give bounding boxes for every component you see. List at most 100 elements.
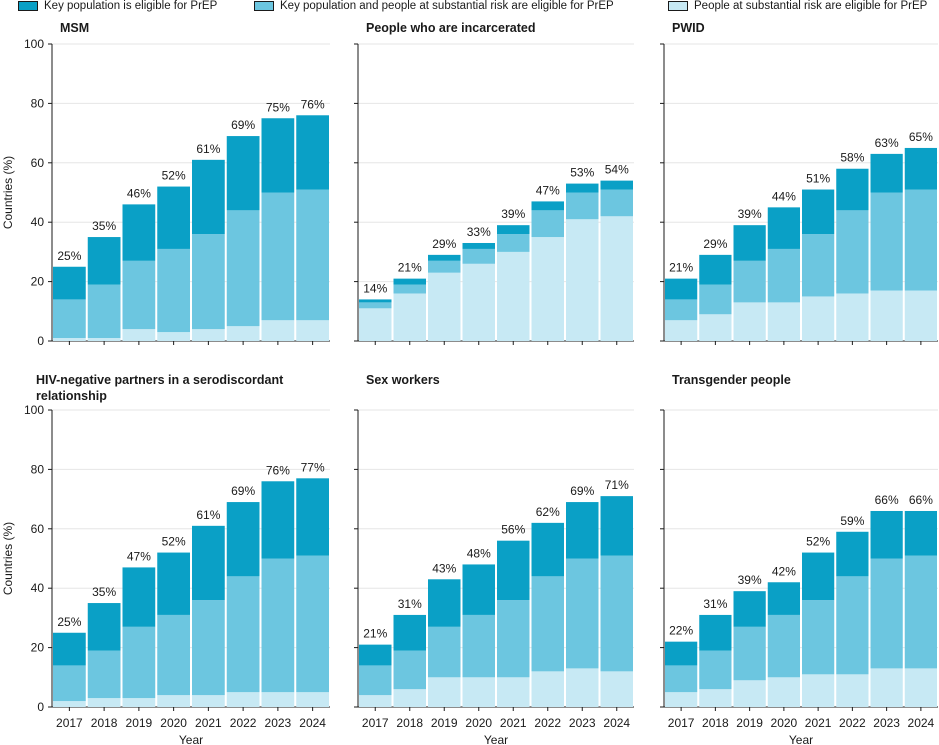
panel-1-bar-risk-2018 [393,293,426,341]
panel-3-bar-both-2023 [261,558,295,693]
legend-swatch-key [18,1,38,11]
panel-1-total-label-2021: 39% [501,207,525,221]
panel-2-total-label-2021: 51% [806,172,830,186]
panel-4-bar-key-2022 [531,522,564,577]
panel-2-bar-risk-2019 [733,302,766,341]
panel-4-total-label-2024: 71% [605,478,629,492]
panel-3-bar-both-2021 [192,600,225,696]
panel-4-bar-key-2020 [462,564,495,615]
panel-5-bar-risk-2018 [699,689,732,707]
panel-3-bar-key-2021 [192,525,225,601]
panel-3-y-tick-label: 100 [24,403,44,417]
panel-0-bar-key-2017 [53,266,86,300]
panel-3-x-tick-label: 2023 [265,716,292,730]
panel-0-bar-key-2020 [157,186,190,249]
panel-5-bar-both-2017 [665,665,698,693]
panel-4-x-tick-label: 2017 [362,716,389,730]
panel-3-x-tick-label: 2017 [56,716,83,730]
panel-3-y-label: Countries (%) [1,522,15,595]
panel-3-title: HIV-negative partners in a serodiscordan… [36,373,284,403]
panel-0-title: MSM [60,21,89,35]
panel-5-bar-risk-2024 [904,668,937,707]
panel-3-bar-key-2022 [226,502,260,577]
panel-5-bar-risk-2023 [870,668,903,707]
panel-4-x-tick-label: 2024 [603,716,630,730]
panel-1-bar-key-2018 [393,278,426,285]
panel-2-bar-key-2024 [904,147,937,190]
panel-1-bar-risk-2023 [566,219,599,341]
panel-4-total-label-2021: 56% [501,523,525,537]
panel-4-bar-key-2024 [600,496,633,556]
panel-5-x-tick-label: 2021 [805,716,832,730]
panel-4-total-label-2019: 43% [432,561,456,575]
panel-3-y-tick-label: 40 [31,581,45,595]
panel-3-bar-both-2019 [122,626,156,699]
panel-4-bar-both-2019 [428,626,461,678]
panel-5-bar-key-2019 [733,591,766,627]
panel-5-total-label-2017: 22% [669,624,693,638]
panel-1-bar-key-2024 [600,180,633,190]
panel-3-bar-risk-2024 [296,692,329,707]
panel-5-total-label-2022: 59% [840,514,864,528]
legend-swatch-both [254,1,274,11]
panel-5-bar-key-2020 [767,582,800,615]
panel-4-total-label-2017: 21% [363,627,387,641]
panel-1-bar-both-2023 [566,192,599,220]
panel-0-y-tick-label: 80 [31,96,45,110]
panel-2-bar-key-2023 [870,153,903,193]
chart-legend: Key population is eligible for PrEP Key … [0,0,939,16]
panel-5-x-tick-label: 2019 [736,716,763,730]
panel-4-x-tick-label: 2021 [500,716,527,730]
panel-2-bar-both-2018 [699,284,732,315]
panel-0-total-label-2023: 75% [266,100,290,114]
panel-2-total-label-2022: 58% [840,151,864,165]
panel-1-bar-key-2023 [566,183,599,193]
panel-2-bar-both-2019 [733,260,766,303]
panel-3-total-label-2022: 69% [231,484,255,498]
panel-5-total-label-2024: 66% [909,493,933,507]
panel-4-x-tick-label: 2019 [431,716,458,730]
panel-1-bar-risk-2020 [462,263,495,341]
panel-3-x-tick-label: 2022 [230,716,257,730]
panel-4-total-label-2018: 31% [398,597,422,611]
panel-0-y-tick-label: 0 [37,334,44,348]
panel-5-bar-key-2024 [904,510,937,556]
panel-2-bar-both-2020 [767,248,800,303]
panel-4-bar-risk-2020 [462,677,495,707]
panel-5-bar-both-2022 [836,576,869,675]
panel-1-bar-both-2024 [600,189,633,217]
panel-0-total-label-2020: 52% [162,169,186,183]
panel-1-bar-both-2022 [531,210,564,238]
panel-5-x-tick-label: 2018 [702,716,729,730]
panel-1-bar-both-2021 [497,234,530,252]
panel-4-title: Sex workers [366,373,440,387]
panel-3-y-tick-label: 60 [31,522,45,536]
panel-2-bar-both-2023 [870,192,903,291]
panel-5-total-label-2021: 52% [806,535,830,549]
panel-3-x-tick-label: 2019 [126,716,153,730]
panel-2-bar-risk-2024 [904,290,937,341]
panel-3-y-tick-label: 0 [37,700,44,714]
panel-4-x-tick-label: 2020 [465,716,492,730]
panel-0-total-label-2024: 76% [301,97,325,111]
panel-3-bar-both-2024 [296,555,329,693]
panel-3-bar-both-2017 [53,665,86,702]
panel-4-bar-both-2021 [497,600,530,678]
panel-3-bar-both-2020 [157,614,190,696]
legend-swatch-risk [668,1,688,11]
panel-5-x-label: Year [789,733,813,745]
panel-1-bar-both-2020 [462,248,495,264]
panel-3-x-label: Year [179,733,203,745]
panel-4-bar-risk-2022 [531,671,564,707]
panel-0-bar-both-2024 [296,189,329,321]
panel-1-bar-risk-2019 [428,272,461,341]
panel-1-bar-risk-2024 [600,216,633,341]
panel-0-y-tick-label: 20 [31,275,45,289]
panel-1-bar-risk-2022 [531,237,564,341]
panel-2-bar-risk-2020 [767,302,800,341]
panel-4-total-label-2020: 48% [467,546,491,560]
panel-0-bar-both-2019 [122,260,156,330]
panel-0-total-label-2022: 69% [231,118,255,132]
panel-2-bar-risk-2021 [802,296,835,341]
